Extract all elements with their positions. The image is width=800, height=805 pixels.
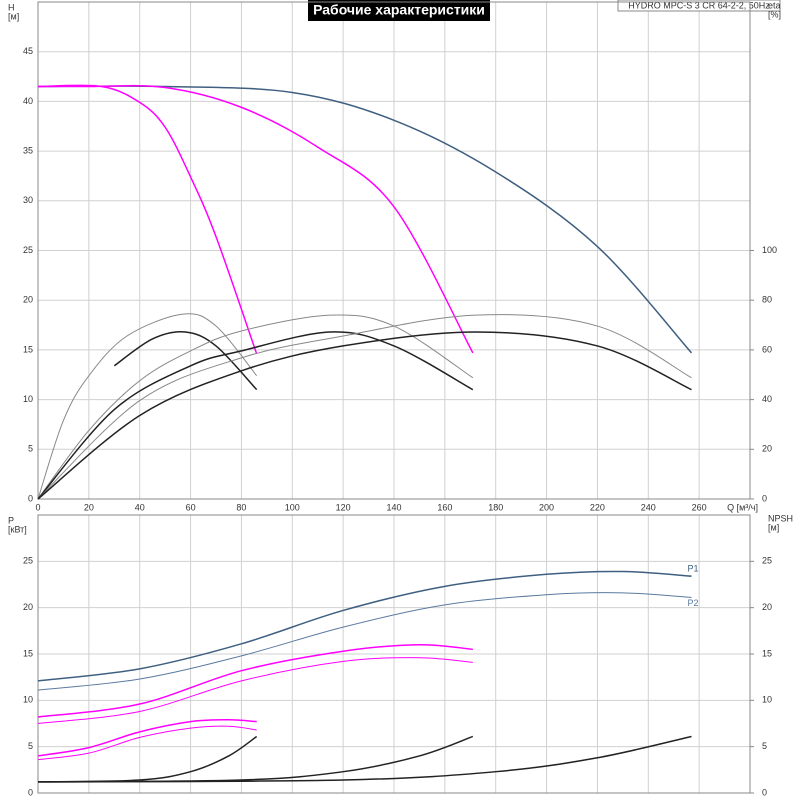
y-tick-label: 15 <box>23 344 33 354</box>
x-tick-label: 60 <box>186 502 196 512</box>
y-axis-label: [кВт] <box>8 524 27 534</box>
y-tick-label: 45 <box>23 46 33 56</box>
curve <box>37 725 257 761</box>
chart-title: Рабочие характеристики <box>313 2 485 18</box>
curve <box>37 331 474 500</box>
y-tick-label: 35 <box>23 145 33 155</box>
y2-tick-label: 25 <box>762 556 772 566</box>
y2-tick-label: 20 <box>762 444 772 454</box>
y-tick-label: 10 <box>23 695 33 705</box>
y-tick-label: 20 <box>23 295 33 305</box>
curve <box>37 592 692 691</box>
y2-tick-label: 80 <box>762 295 772 305</box>
x-tick-label: 20 <box>84 502 94 512</box>
y2-axis-label: [м] <box>768 522 779 532</box>
x-axis-label: Q [м³/ч] <box>727 502 758 512</box>
x-tick-label: 160 <box>437 502 452 512</box>
curve <box>37 313 258 500</box>
y2-tick-label: 60 <box>762 344 772 354</box>
y2-axis-label: eta <box>768 0 781 10</box>
curve <box>37 735 692 783</box>
y2-axis-label: [%] <box>768 9 781 19</box>
y2-tick-label: 15 <box>762 648 772 658</box>
y2-tick-label: 10 <box>762 695 772 705</box>
y-axis-label: H <box>8 2 15 12</box>
x-tick-label: 180 <box>488 502 503 512</box>
y-tick-label: 25 <box>23 556 33 566</box>
y-tick-label: 40 <box>23 96 33 106</box>
x-tick-label: 240 <box>641 502 656 512</box>
y2-tick-label: 0 <box>762 493 767 503</box>
x-tick-label: 260 <box>692 502 707 512</box>
y-tick-label: 15 <box>23 648 33 658</box>
legend-label: P1 <box>688 564 699 574</box>
y-tick-label: 25 <box>23 245 33 255</box>
curve <box>37 719 257 757</box>
model-box <box>617 0 781 12</box>
x-tick-label: 0 <box>35 502 40 512</box>
legend-label: P2 <box>688 598 699 608</box>
curve <box>37 85 693 354</box>
x-tick-label: 80 <box>236 502 246 512</box>
y-tick-label: 20 <box>23 602 33 612</box>
y2-tick-label: 100 <box>762 245 777 255</box>
y-axis-label: P <box>8 515 14 525</box>
y2-axis-label: NPSH <box>768 513 793 523</box>
x-tick-label: 200 <box>539 502 554 512</box>
curve <box>37 643 473 718</box>
y2-tick-label: 40 <box>762 394 772 404</box>
model-label: HYDRO MPC-S 3 CR 64-2-2, 50Hz <box>628 0 770 10</box>
y-axis-label: [м] <box>8 11 19 21</box>
y-tick-label: 5 <box>28 741 33 751</box>
title-box <box>308 0 490 21</box>
curve <box>37 314 692 500</box>
x-tick-label: 100 <box>285 502 300 512</box>
curve <box>37 314 474 500</box>
y-tick-label: 5 <box>28 444 33 454</box>
y2-tick-label: 0 <box>762 787 767 797</box>
curve <box>37 657 473 724</box>
y-tick-label: 10 <box>23 394 33 404</box>
y-tick-label: 0 <box>28 787 33 797</box>
curve <box>37 570 692 682</box>
y-tick-label: 30 <box>23 195 33 205</box>
curve <box>37 84 258 355</box>
y2-tick-label: 20 <box>762 602 772 612</box>
x-tick-label: 140 <box>386 502 401 512</box>
y-tick-label: 0 <box>28 493 33 503</box>
y2-tick-label: 5 <box>762 741 767 751</box>
curve <box>37 735 258 783</box>
curve <box>113 330 258 391</box>
x-tick-label: 40 <box>135 502 145 512</box>
x-tick-label: 120 <box>336 502 351 512</box>
curve <box>37 331 692 500</box>
x-tick-label: 220 <box>590 502 605 512</box>
